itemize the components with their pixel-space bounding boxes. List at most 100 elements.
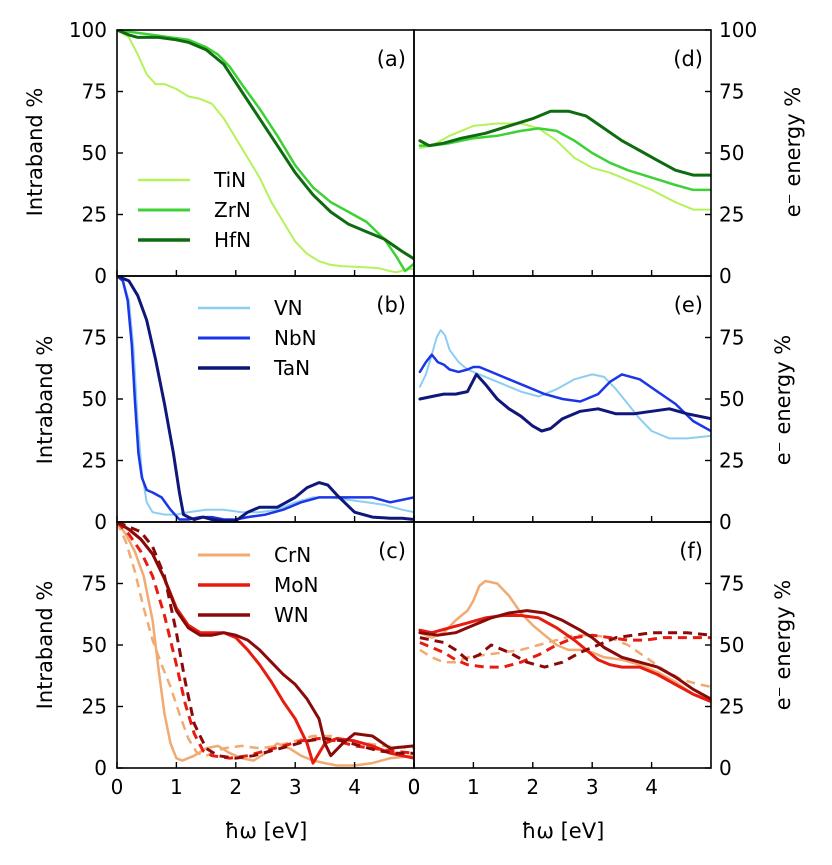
left-ylabel-bottom: Intraband % (33, 581, 57, 710)
ytick-label: 50 (719, 387, 744, 411)
ytick-label: 25 (719, 203, 744, 227)
panel-d: 0 25 50 75 100 (d) (413, 18, 757, 288)
ytick-label: 50 (719, 633, 744, 657)
ytick-label: 0 (719, 756, 732, 780)
xtick-label: 4 (645, 775, 658, 799)
left-ylabel-top: Intraband % (23, 88, 47, 217)
ytick-label: 50 (82, 387, 107, 411)
ytick-label: 50 (719, 141, 744, 165)
series-wn (117, 522, 414, 758)
panel-c-label: (c) (378, 539, 406, 563)
ytick-label: 75 (719, 80, 744, 104)
panel-c-frame (116, 521, 415, 769)
right-ylabel-top: e⁻ energy % (781, 87, 805, 217)
xlabel-right: ħω [eV] (522, 819, 605, 843)
panel-b-label: (b) (376, 293, 406, 317)
legend-label: MoN (274, 573, 318, 597)
xtick-label: 1 (467, 775, 480, 799)
ytick-label: 100 (719, 18, 757, 42)
series-hfn (117, 30, 414, 261)
panel-f: 0 25 50 75 0 1 2 3 4 (f) (408, 521, 744, 799)
series-nbn (418, 353, 711, 433)
ytick-label: 75 (82, 572, 107, 596)
panel-e-label: (e) (674, 293, 703, 317)
panel-a-legend: TiN ZrN HfN (138, 168, 251, 252)
series-tin (418, 122, 711, 211)
series-crn (418, 579, 711, 701)
series-crn (117, 522, 414, 767)
xtick-label: 2 (526, 775, 539, 799)
series-crn-dashed (117, 522, 414, 757)
series-wn (418, 609, 711, 701)
series-wn-dashed (117, 522, 414, 760)
panel-e-lines (418, 329, 711, 440)
series-zrn (117, 30, 414, 273)
xtick-label: 0 (408, 775, 421, 799)
xtick-label: 3 (289, 775, 302, 799)
legend-label: HfN (214, 228, 251, 252)
ytick-label: 25 (719, 449, 744, 473)
panel-d-label: (d) (673, 47, 703, 71)
series-mon-dashed (117, 522, 414, 760)
xlabel-left: ħω [eV] (225, 819, 308, 843)
series-tan (418, 372, 711, 433)
legend-label: NbN (274, 326, 317, 350)
ytick-label: 0 (719, 264, 732, 288)
panel-c-lines (117, 522, 414, 767)
panel-c: 0 25 50 75 0 1 2 3 4 0 (c) CrN MoN WN (82, 521, 421, 799)
legend-label: CrN (274, 543, 311, 567)
panel-a: 0 25 50 75 100 (a) TiN ZrN HfN (69, 18, 415, 288)
panel-b-legend: VN NbN TaN (198, 296, 317, 380)
ytick-label: 0 (94, 264, 107, 288)
xtick-label: 1 (170, 775, 183, 799)
panel-d-frame (413, 29, 712, 277)
series-zrn (418, 127, 711, 192)
series-tan (117, 276, 414, 522)
legend-label: VN (274, 296, 303, 320)
ytick-label: 75 (82, 326, 107, 350)
panel-b: 0 25 50 75 (b) VN NbN TaN (82, 275, 415, 534)
panel-b-frame (116, 275, 415, 523)
xtick-label: 3 (586, 775, 599, 799)
series-tin (117, 30, 414, 274)
xtick-label: 0 (111, 775, 124, 799)
legend-label: TiN (213, 168, 246, 192)
ytick-label: 50 (82, 141, 107, 165)
ytick-label: 75 (719, 326, 744, 350)
ytick-label: 100 (69, 18, 107, 42)
xtick-label: 4 (348, 775, 361, 799)
series-mon (117, 522, 414, 765)
panel-b-lines (117, 276, 414, 522)
ytick-label: 25 (719, 695, 744, 719)
ytick-label: 0 (719, 510, 732, 534)
panel-f-frame (413, 521, 712, 769)
series-mon-dashed (419, 633, 711, 669)
ytick-label: 25 (82, 695, 107, 719)
ytick-label: 0 (94, 756, 107, 780)
panel-e: 0 25 50 75 (e) (413, 275, 744, 534)
panel-f-lines (418, 579, 711, 704)
panel-c-legend: CrN MoN WN (198, 543, 318, 627)
right-ylabel-mid: e⁻ energy % (771, 335, 795, 465)
ytick-label: 25 (82, 203, 107, 227)
legend-label: WN (274, 603, 309, 627)
ytick-label: 75 (82, 80, 107, 104)
xtick-label: 0 (408, 775, 421, 799)
legend-label: TaN (273, 356, 310, 380)
panel-a-lines (117, 30, 414, 274)
xtick-label: 2 (229, 775, 242, 799)
legend-label: ZrN (214, 198, 251, 222)
series-wn-dashed (419, 631, 711, 669)
series-mon (418, 614, 711, 704)
ytick-label: 0 (94, 510, 107, 534)
ytick-label: 25 (82, 449, 107, 473)
right-ylabel-bottom: e⁻ energy % (771, 580, 795, 710)
ytick-label: 75 (719, 572, 744, 596)
panel-a-label: (a) (377, 47, 406, 71)
left-ylabel-mid: Intraband % (33, 336, 57, 465)
panel-d-lines (418, 109, 711, 211)
ytick-label: 50 (82, 633, 107, 657)
series-nbn (117, 276, 414, 521)
series-vn (418, 329, 711, 440)
